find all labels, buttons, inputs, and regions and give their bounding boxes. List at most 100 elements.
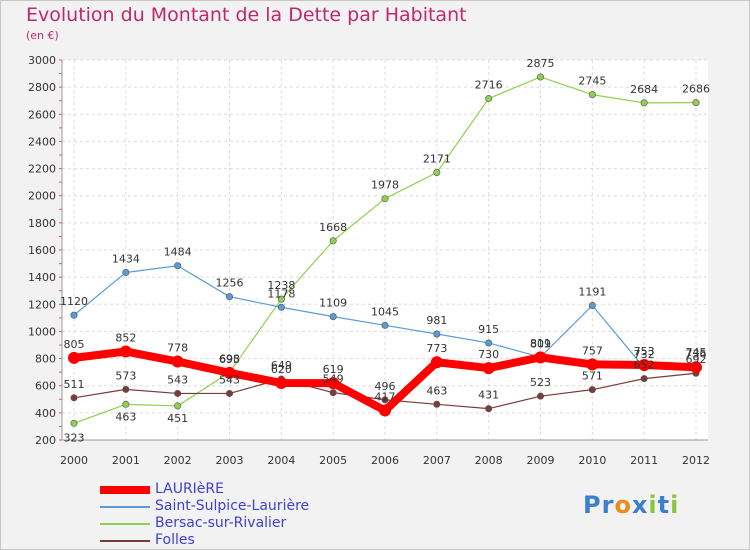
- data-point: [588, 386, 596, 394]
- data-label: 1668: [319, 221, 347, 234]
- data-point: [586, 358, 599, 371]
- x-tick-label: 2002: [164, 454, 192, 467]
- data-label: 753: [634, 345, 655, 358]
- data-point: [68, 351, 80, 364]
- legend-swatch-folles: [100, 540, 150, 542]
- data-label: 730: [478, 348, 499, 361]
- y-tick-label: 2400: [28, 135, 56, 148]
- data-label: 1178: [267, 287, 295, 300]
- x-tick-label: 2011: [630, 454, 658, 467]
- data-label: 981: [426, 314, 447, 327]
- y-tick-label: 800: [35, 353, 56, 366]
- y-tick-label: 2200: [28, 163, 56, 176]
- y-tick-label: 400: [35, 407, 56, 420]
- data-label: 1238: [267, 279, 295, 292]
- data-point: [482, 362, 495, 375]
- legend-label-bersac: Bersac-sur-Rivalier: [155, 515, 287, 531]
- data-point: [122, 400, 130, 408]
- data-label: 463: [115, 410, 136, 423]
- data-label: 451: [167, 412, 188, 425]
- data-label: 511: [64, 378, 85, 391]
- y-tick-label: 600: [35, 380, 56, 393]
- data-point: [70, 394, 78, 402]
- y-tick-label: 2800: [28, 81, 56, 94]
- data-point: [640, 99, 648, 107]
- data-point: [70, 419, 78, 427]
- x-tick-label: 2001: [112, 454, 140, 467]
- x-tick-label: 2004: [267, 454, 295, 467]
- data-label: 692: [686, 353, 707, 366]
- data-label: 1434: [112, 253, 140, 266]
- data-label: 523: [530, 376, 551, 389]
- data-label: 549: [323, 373, 344, 386]
- data-point: [485, 405, 493, 413]
- data-label: 1109: [319, 297, 347, 310]
- data-label: 852: [115, 332, 136, 345]
- data-point: [485, 339, 493, 347]
- data-label: 573: [115, 369, 136, 382]
- data-label: 1120: [60, 295, 88, 308]
- data-point: [226, 293, 234, 301]
- data-label: 805: [64, 338, 85, 351]
- data-point: [329, 237, 337, 245]
- y-tick-label: 3000: [28, 54, 56, 67]
- data-point: [534, 351, 547, 364]
- data-point: [174, 402, 182, 410]
- y-tick-label: 1800: [28, 217, 56, 230]
- data-label: 323: [64, 431, 85, 444]
- y-tick-label: 2000: [28, 190, 56, 203]
- data-point: [536, 392, 544, 400]
- data-point: [70, 311, 78, 319]
- data-point: [430, 356, 443, 369]
- legend-label-lauriere: LAURIèRE: [155, 481, 224, 497]
- data-point: [690, 361, 702, 374]
- data-point: [588, 91, 596, 99]
- legend-label-saint-sulpice: Saint-Sulpice-Laurière: [155, 498, 310, 514]
- x-tick-label: 2007: [423, 454, 451, 467]
- data-point: [174, 262, 182, 270]
- data-point: [381, 195, 389, 203]
- data-label: 732: [634, 348, 655, 361]
- data-label: 463: [426, 384, 447, 397]
- y-tick-label: 2600: [28, 108, 56, 121]
- data-point: [638, 358, 651, 371]
- data-label: 2684: [630, 83, 658, 96]
- data-label: 619: [323, 363, 344, 376]
- y-tick-label: 1200: [28, 298, 56, 311]
- data-point: [381, 396, 389, 404]
- data-label: 736: [686, 347, 707, 360]
- data-point: [277, 295, 285, 303]
- data-label: 431: [478, 389, 499, 402]
- data-label: 1045: [371, 305, 399, 318]
- data-label: 809: [530, 337, 551, 350]
- logo-letter: P: [583, 491, 602, 519]
- data-label: 695: [219, 353, 240, 366]
- data-point: [277, 303, 285, 311]
- data-point: [171, 355, 184, 368]
- data-point: [223, 366, 236, 379]
- data-label: 2716: [475, 79, 503, 92]
- chart-subtitle: (en €): [26, 29, 59, 42]
- chart-title: Evolution du Montant de la Dette par Hab…: [26, 4, 467, 26]
- y-tick-label: 200: [35, 434, 56, 447]
- data-label: 1191: [578, 286, 606, 299]
- data-label: 773: [426, 342, 447, 355]
- y-tick-label: 1000: [28, 325, 56, 338]
- data-label: 652: [634, 359, 655, 372]
- data-label: 1256: [216, 277, 244, 290]
- y-tick-label: 1600: [28, 244, 56, 257]
- x-tick-label: 2008: [475, 454, 503, 467]
- data-label: 620: [271, 363, 292, 376]
- data-point: [692, 99, 700, 107]
- data-label: 496: [375, 380, 396, 393]
- data-point: [379, 404, 391, 417]
- data-label: 2686: [682, 83, 710, 96]
- legend-swatch-bersac: [100, 523, 150, 525]
- data-point: [433, 169, 441, 177]
- logo-letter: r: [601, 491, 615, 519]
- data-label: 417: [375, 391, 396, 404]
- x-tick-label: 2010: [578, 454, 606, 467]
- data-point: [327, 377, 340, 390]
- logo-letter: o: [614, 491, 632, 519]
- proxiti-logo: Proxiti: [583, 491, 679, 519]
